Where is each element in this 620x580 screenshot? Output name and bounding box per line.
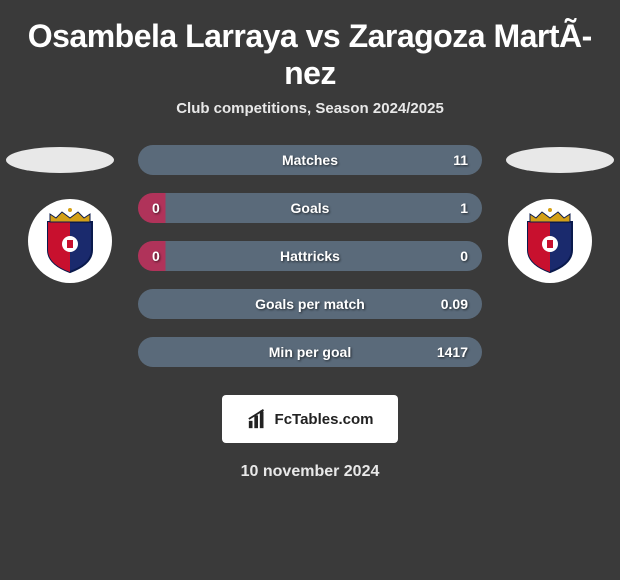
page-title: Osambela Larraya vs Zaragoza MartÃ­nez (0, 0, 620, 100)
stat-label: Goals (202, 200, 418, 216)
stat-right-value: 0.09 (418, 296, 468, 312)
stat-row: Min per goal 1417 (138, 337, 482, 367)
stat-row: Goals per match 0.09 (138, 289, 482, 319)
stat-row: 0 Hattricks 0 (138, 241, 482, 271)
subtitle: Club competitions, Season 2024/2025 (0, 100, 620, 137)
stat-label: Hattricks (202, 248, 418, 264)
stat-label: Matches (202, 152, 418, 168)
date-text: 10 november 2024 (0, 463, 620, 481)
stat-right-value: 0 (418, 248, 468, 264)
club-badge-left (28, 199, 112, 283)
stat-right-value: 1417 (418, 344, 468, 360)
stat-label: Goals per match (202, 296, 418, 312)
stat-label: Min per goal (202, 344, 418, 360)
stat-right-value: 1 (418, 200, 468, 216)
logo-text: FcTables.com (275, 411, 374, 428)
club-badge-right (508, 199, 592, 283)
shield-icon (42, 208, 98, 274)
ellipse-right (506, 147, 614, 173)
stats-list: Matches 11 0 Goals 1 0 Hattricks 0 Goals… (138, 137, 482, 367)
ellipse-left (6, 147, 114, 173)
stat-row: 0 Goals 1 (138, 193, 482, 223)
stat-left-value: 0 (152, 200, 202, 216)
bar-chart-icon (247, 408, 269, 430)
stat-row: Matches 11 (138, 145, 482, 175)
fctables-logo: FcTables.com (222, 395, 398, 443)
main-container: Matches 11 0 Goals 1 0 Hattricks 0 Goals… (0, 137, 620, 481)
stat-right-value: 11 (418, 152, 468, 168)
stat-left-value: 0 (152, 248, 202, 264)
shield-icon (522, 208, 578, 274)
